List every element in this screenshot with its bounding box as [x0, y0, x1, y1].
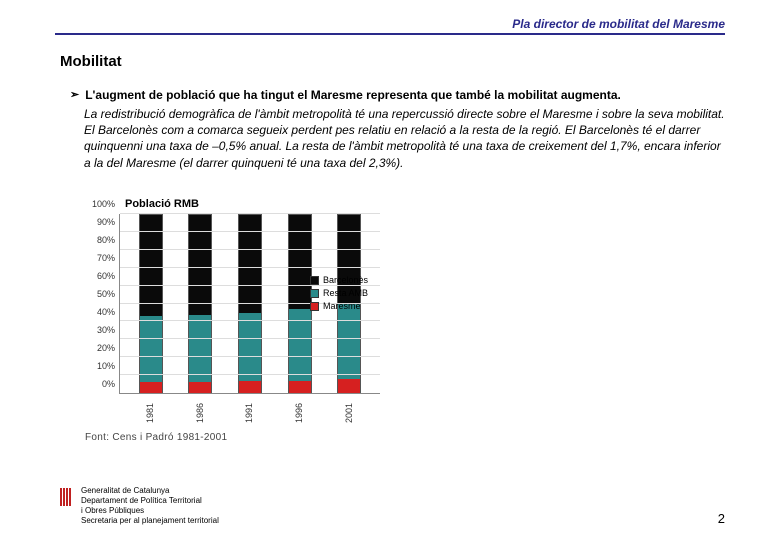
bar-segment-maresme: [239, 381, 261, 393]
y-tick: 50%: [97, 289, 115, 299]
x-label: 1996: [294, 401, 304, 425]
footer-org-line2: Departament de Política Territorial: [81, 496, 219, 506]
generalitat-logo-icon: [60, 488, 75, 506]
grid-line: [120, 231, 380, 232]
chart-bar: [188, 214, 212, 393]
bar-segment-maresme: [338, 379, 360, 393]
page-footer: Generalitat de Catalunya Departament de …: [60, 486, 725, 526]
page-number: 2: [718, 511, 725, 526]
x-label: 1981: [145, 401, 155, 425]
footer-left: Generalitat de Catalunya Departament de …: [60, 486, 219, 526]
y-tick: 40%: [97, 307, 115, 317]
legend-item: Maresme: [310, 301, 368, 311]
chart-source: Font: Cens i Padró 1981-2001: [85, 432, 227, 443]
section-title: Mobilitat: [60, 53, 122, 70]
x-label: 1986: [195, 401, 205, 425]
chart-bar: [288, 214, 312, 393]
bar-segment-barcelones: [289, 215, 311, 309]
y-tick: 10%: [97, 361, 115, 371]
chart-y-axis: 0%10%20%30%40%50%60%70%80%90%100%: [85, 214, 119, 394]
grid-line: [120, 213, 380, 214]
y-tick: 80%: [97, 235, 115, 245]
legend-swatch-icon: [310, 302, 319, 311]
grid-line: [120, 320, 380, 321]
footer-org-line1: Generalitat de Catalunya: [81, 486, 219, 496]
chart-bar: [238, 214, 262, 393]
chart-title: Població RMB: [125, 198, 380, 210]
chart-bar: [139, 214, 163, 393]
bar-segment-barcelones: [239, 215, 261, 313]
grid-line: [120, 356, 380, 357]
legend-label: Barcelonès: [323, 275, 368, 285]
y-tick: 70%: [97, 253, 115, 263]
bar-segment-resta: [140, 316, 162, 382]
grid-line: [120, 374, 380, 375]
bar-segment-resta: [239, 313, 261, 381]
header-divider: [55, 33, 725, 35]
grid-line: [120, 338, 380, 339]
legend-item: Barcelonès: [310, 275, 368, 285]
legend-swatch-icon: [310, 289, 319, 298]
grid-line: [120, 249, 380, 250]
bullet-heading-row: ➢ L'augment de població que ha tingut el…: [70, 88, 725, 102]
y-tick: 100%: [92, 199, 115, 209]
bullet-block: ➢ L'augment de població que ha tingut el…: [70, 88, 725, 171]
bar-segment-maresme: [289, 381, 311, 393]
legend-item: Resta AMB: [310, 288, 368, 298]
x-label: 1991: [244, 401, 254, 425]
y-tick: 90%: [97, 217, 115, 227]
footer-org-line3: i Obres Públiques: [81, 506, 219, 516]
y-tick: 0%: [102, 379, 115, 389]
bar-segment-maresme: [140, 382, 162, 393]
x-label: 2001: [344, 401, 354, 425]
legend-swatch-icon: [310, 276, 319, 285]
footer-org-text: Generalitat de Catalunya Departament de …: [81, 486, 219, 526]
grid-line: [120, 267, 380, 268]
legend-label: Maresme: [323, 301, 361, 311]
bullet-body: La redistribució demogràfica de l'àmbit …: [84, 106, 725, 171]
bullet-arrow-icon: ➢: [70, 88, 79, 102]
bullet-heading: L'augment de població que ha tingut el M…: [85, 88, 621, 102]
bar-segment-resta: [338, 304, 360, 379]
footer-org-line4: Secretaria per al planejament territoria…: [81, 516, 219, 526]
y-tick: 20%: [97, 343, 115, 353]
bar-segment-maresme: [189, 382, 211, 393]
y-tick: 30%: [97, 325, 115, 335]
chart-x-axis: 19811986199119962001: [119, 398, 380, 418]
bar-segment-resta: [189, 315, 211, 383]
y-tick: 60%: [97, 271, 115, 281]
legend-label: Resta AMB: [323, 288, 368, 298]
header-title: Pla director de mobilitat del Maresme: [512, 17, 725, 31]
chart-legend: Barcelonès Resta AMB Maresme: [310, 275, 368, 314]
